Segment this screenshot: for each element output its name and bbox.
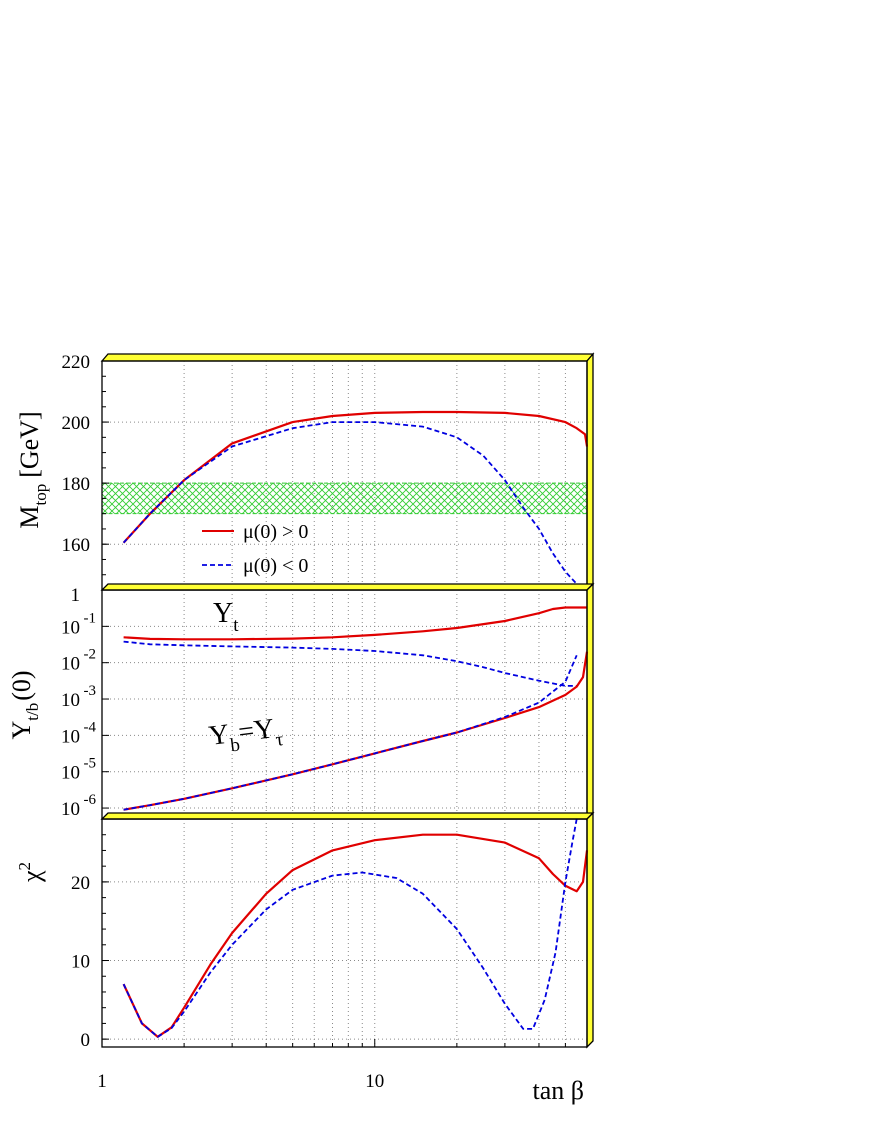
- yukawa-plot-frame: [101, 589, 588, 820]
- y-tick-label: 220: [62, 352, 91, 373]
- y-tick-exponent: -5: [84, 756, 97, 772]
- chi2-y-ticks: 0 10 20: [71, 818, 109, 1051]
- legend-label-positive: μ(0) > 0: [243, 521, 308, 543]
- y-tick-exponent: -1: [84, 610, 97, 626]
- series-line-mu-negative: [122, 818, 578, 1038]
- mtop-series: [122, 410, 589, 585]
- yukawa-y-axis-title: Yt/b(0): [7, 670, 42, 739]
- yukawa-panel-3d-side: [586, 582, 594, 821]
- x-tick-label: 1: [97, 1071, 107, 1092]
- chi2-x-ticks: 1 10: [97, 1039, 566, 1092]
- y-tick-exponent: -6: [84, 792, 97, 808]
- y-tick-exponent: -3: [84, 683, 97, 699]
- annotation-yt: Yt: [213, 598, 239, 636]
- y-tick-exponent: -2: [84, 647, 97, 663]
- series-line-mu-positive: [122, 410, 589, 544]
- mtop-y-axis-title: Mtop[GeV]: [15, 411, 50, 528]
- series-line-mu-negative: [123, 654, 578, 811]
- y-tick-label: 0: [81, 1030, 91, 1051]
- mtop-legend: μ(0) > 0 μ(0) < 0: [202, 521, 308, 577]
- legend-label-negative: μ(0) < 0: [243, 555, 308, 577]
- y-tick-label: 10: [61, 654, 80, 675]
- mtop-panel-3d-top: [100, 353, 595, 362]
- yukawa-series: [123, 606, 589, 811]
- chi2-grid: [102, 819, 587, 1047]
- y-tick-label: 20: [71, 873, 90, 894]
- series-line-mu-positive: [122, 833, 589, 1038]
- mtop-panel-3d-side: [586, 352, 594, 592]
- yukawa-panel-3d-top: [100, 583, 595, 591]
- yukawa-grid: [102, 590, 587, 819]
- y-tick-exponent: -4: [84, 719, 97, 735]
- y-tick-label: 160: [62, 535, 91, 556]
- y-tick-label: 10: [71, 952, 90, 973]
- yukawa-panel: 110-110-210-310-410-510-6 Yt/b(0) Yt Yb=…: [7, 582, 595, 821]
- series-line-mu-negative: [123, 640, 577, 687]
- chi2-series: [122, 818, 589, 1038]
- y-tick-label: 200: [62, 413, 91, 434]
- y-tick-label: 180: [62, 474, 91, 495]
- x-tick-label: 10: [365, 1071, 384, 1092]
- y-tick-label: 10: [61, 690, 80, 711]
- mtop-grid: [102, 361, 587, 590]
- chi2-plot-frame: [101, 818, 588, 1048]
- series-line-mu-positive: [123, 606, 587, 641]
- mtop-experimental-band: [101, 482, 588, 515]
- y-tick-label: 10: [61, 617, 80, 638]
- y-tick-label: 10: [61, 763, 80, 784]
- yukawa-y-ticks: 110-110-210-310-410-510-6: [61, 585, 109, 820]
- y-tick-label: 1: [71, 585, 81, 606]
- y-tick-label: 10: [61, 726, 80, 747]
- chi2-panel-3d-top: [100, 812, 595, 820]
- chi2-y-axis-title: χ2: [15, 862, 46, 883]
- y-tick-label: 10: [61, 799, 80, 820]
- annotation-yb-ytau: Yb=Yτ: [207, 712, 285, 759]
- mtop-y-ticks: 160 180 200 220: [62, 352, 109, 591]
- chi2-panel: 0 10 20 1 10 χ2 tan β: [15, 811, 595, 1105]
- x-axis-title: tan β: [533, 1076, 585, 1105]
- mtop-plot-frame: [101, 360, 588, 591]
- series-line-mu-negative: [122, 421, 578, 585]
- chi2-panel-3d-side: [586, 811, 594, 1049]
- mtop-panel: 160 180 200 220 Mtop[GeV] μ(0) > 0 μ(0) < 0: [15, 352, 595, 592]
